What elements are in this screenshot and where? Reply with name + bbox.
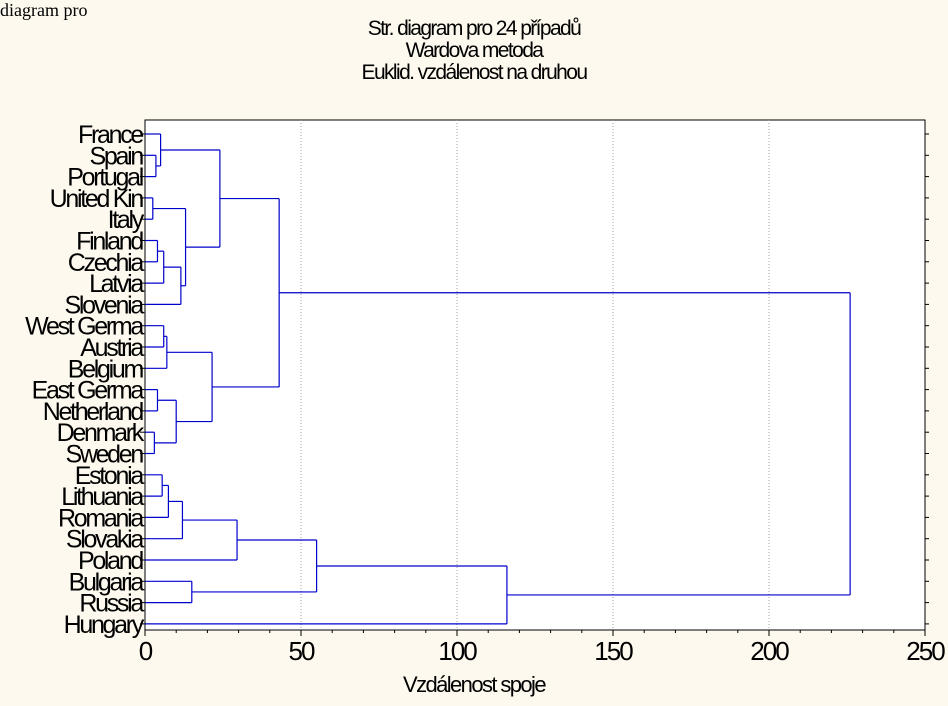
- x-tick-label-0: 0: [139, 636, 153, 666]
- leaf-label-7: Latvia: [89, 270, 144, 298]
- leaf-label-12: East Germa: [32, 377, 145, 405]
- x-tick-label-2: 100: [438, 636, 477, 666]
- leaf-label-22: Russia: [79, 590, 144, 618]
- leaf-label-3: United Kin: [50, 185, 144, 213]
- leaf-label-2: Portugal: [67, 164, 142, 192]
- leaf-label-17: Lithuania: [61, 483, 144, 511]
- leaf-label-6: Czechia: [68, 249, 145, 277]
- title-line-1: Str. diagram pro 24 případů: [367, 17, 582, 40]
- x-axis-label: Vzdálenost spoje: [403, 672, 547, 697]
- title-line-3: Euklid. vzdálenost na druhou: [361, 61, 588, 84]
- leaf-label-19: Slovakia: [66, 526, 144, 554]
- leaf-label-20: Poland: [78, 547, 143, 575]
- leaf-label-16: Estonia: [75, 462, 145, 490]
- leaf-label-10: Austria: [80, 334, 144, 362]
- leaf-label-18: Romania: [58, 504, 144, 532]
- leaf-label-0: France: [78, 121, 143, 149]
- leaf-label-8: Slovenia: [65, 291, 145, 319]
- leaf-label-23: Hungary: [64, 611, 145, 639]
- leaf-label-13: Netherland: [43, 398, 144, 426]
- top-left-caption: diagram pro: [0, 0, 88, 20]
- leaf-label-1: Spain: [90, 142, 144, 170]
- x-tick-label-4: 200: [750, 636, 789, 666]
- leaf-label-4: Italy: [108, 206, 145, 234]
- x-tick-label-5: 250: [906, 636, 945, 666]
- chart-title: Str. diagram pro 24 případů Wardova meto…: [0, 0, 948, 84]
- leaf-label-9: West Germa: [25, 313, 144, 341]
- leaf-label-21: Bulgaria: [69, 568, 145, 596]
- x-tick-label-3: 150: [594, 636, 633, 666]
- leaf-label-11: Belgium: [68, 355, 144, 383]
- title-line-2: Wardova metoda: [405, 39, 544, 62]
- leaf-label-15: Sweden: [65, 441, 143, 469]
- x-tick-label-1: 50: [289, 636, 315, 666]
- leaf-label-14: Denmark: [57, 419, 145, 447]
- plot-area: [144, 119, 926, 631]
- leaf-label-5: Finland: [76, 228, 143, 256]
